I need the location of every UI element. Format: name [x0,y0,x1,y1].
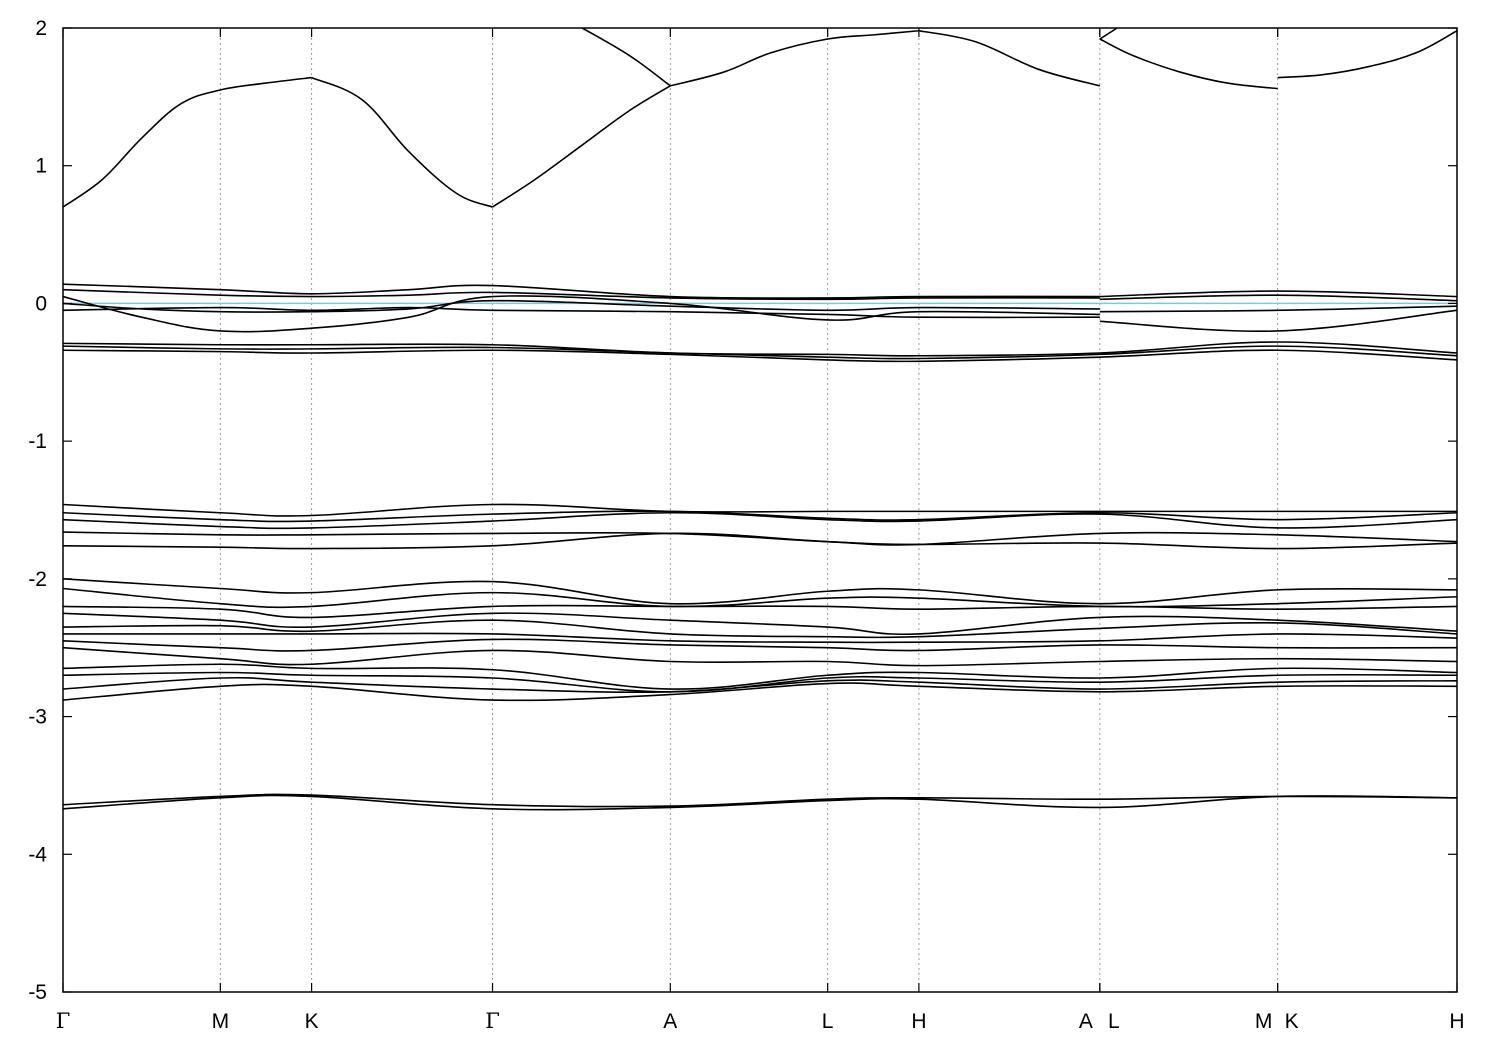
band-line [62,793,1458,808]
band-line [62,638,1458,652]
band-line [62,299,1100,313]
y-tick-label: -1 [28,430,47,453]
band-line [62,578,1458,605]
band-line [62,532,1458,550]
band-line [62,341,1458,357]
y-tick-label: -3 [28,706,47,729]
kpoint-label: L [822,1010,834,1033]
band-line [62,511,1458,530]
band-line [63,632,1458,644]
band-line [62,612,1458,636]
kpoint-label: H [911,1010,926,1033]
band-line [581,27,671,87]
y-tick-label: -4 [28,843,47,866]
y-axis-ticks: -5 -4 -3 -2 -1 0 1 2 [28,17,1457,1004]
band-line [1099,305,1458,313]
band-line [1099,290,1458,298]
y-tick-label: -5 [28,981,47,1004]
band-line [62,663,1458,690]
y-tick-label: 0 [35,292,47,315]
band-line [62,794,1458,811]
band-line [1099,38,1278,90]
kpoint-label: A [663,1010,677,1033]
y-tick-label: 1 [35,155,47,178]
kpoint-label: A [1079,1010,1093,1033]
band-lines [62,27,1458,811]
band-line [492,85,671,208]
band-line [62,531,1458,546]
band-line [1099,294,1458,302]
kpoint-label: K [305,1010,319,1033]
band-line [62,671,1458,693]
band-line [62,604,1458,619]
band-line [62,306,1100,319]
band-line [62,676,1458,694]
kpoint-label: Γ [56,1009,71,1033]
band-line [1099,309,1458,333]
band-line [62,510,1458,523]
band-line [62,295,1100,333]
band-line [62,587,1458,609]
band-line [1099,27,1118,40]
kpoint-label: M [212,1010,230,1033]
band-line [62,288,1100,301]
band-line [62,349,1458,363]
band-line [62,646,1458,667]
band-line [62,619,1458,639]
kpoint-label: Γ [485,1009,500,1033]
band-line [62,283,1100,299]
kpoint-label: L [1108,1010,1120,1033]
y-tick-label: 2 [35,17,47,40]
y-tick-label: -2 [28,568,47,591]
plot-frame [62,27,1458,993]
grid-lines [219,28,1279,992]
kpoint-label: M [1255,1010,1273,1033]
band-line [1277,30,1458,79]
band-line [62,76,312,208]
band-line [62,345,1458,360]
band-line [62,682,1458,702]
band-line [311,76,493,208]
kpoint-label: H [1449,1010,1464,1033]
band-line [918,29,1101,87]
band-line [62,503,1457,517]
kpoint-label: K [1285,1010,1299,1033]
band-line [670,29,919,87]
